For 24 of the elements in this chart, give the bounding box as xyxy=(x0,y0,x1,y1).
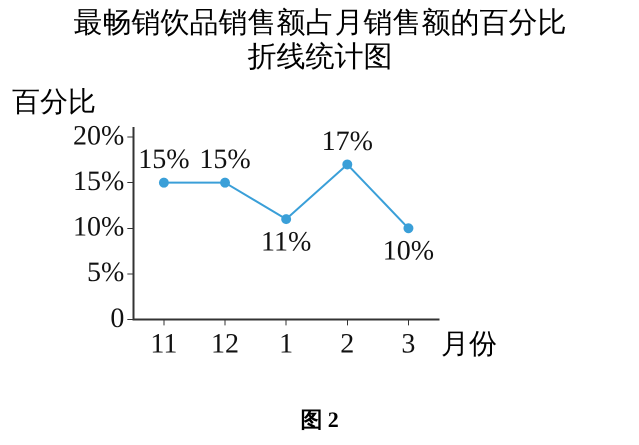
y-tick-label: 15% xyxy=(72,166,124,198)
point xyxy=(342,159,352,170)
point xyxy=(158,178,169,188)
y-axis-title: 百分比 xyxy=(12,86,96,120)
text: 17% xyxy=(322,126,373,157)
caption: 图 2 xyxy=(299,406,340,434)
x-tick-label: 3 xyxy=(401,328,416,360)
text: 15% xyxy=(199,144,251,176)
y-tick-label: 10% xyxy=(72,212,124,243)
x-tick-label: 12 xyxy=(211,328,240,360)
point xyxy=(403,223,414,234)
y-tick-label: 0 xyxy=(110,302,124,334)
text: 11% xyxy=(261,226,312,258)
x-tick-label: 2 xyxy=(340,328,354,360)
y-tick-label: 5% xyxy=(86,257,124,288)
point xyxy=(281,214,292,224)
chart-title: 最畅销饮品销售额占月销售额的百分比折线统计图 xyxy=(72,6,568,74)
text: 15% xyxy=(138,144,190,176)
x-tick-label: 11 xyxy=(150,328,178,360)
y-tick-label: 20% xyxy=(72,120,124,152)
x-axis-title: 月份 xyxy=(441,328,497,362)
x-tick-label: 1 xyxy=(279,328,294,360)
text: 10% xyxy=(382,236,434,267)
point xyxy=(220,178,230,188)
